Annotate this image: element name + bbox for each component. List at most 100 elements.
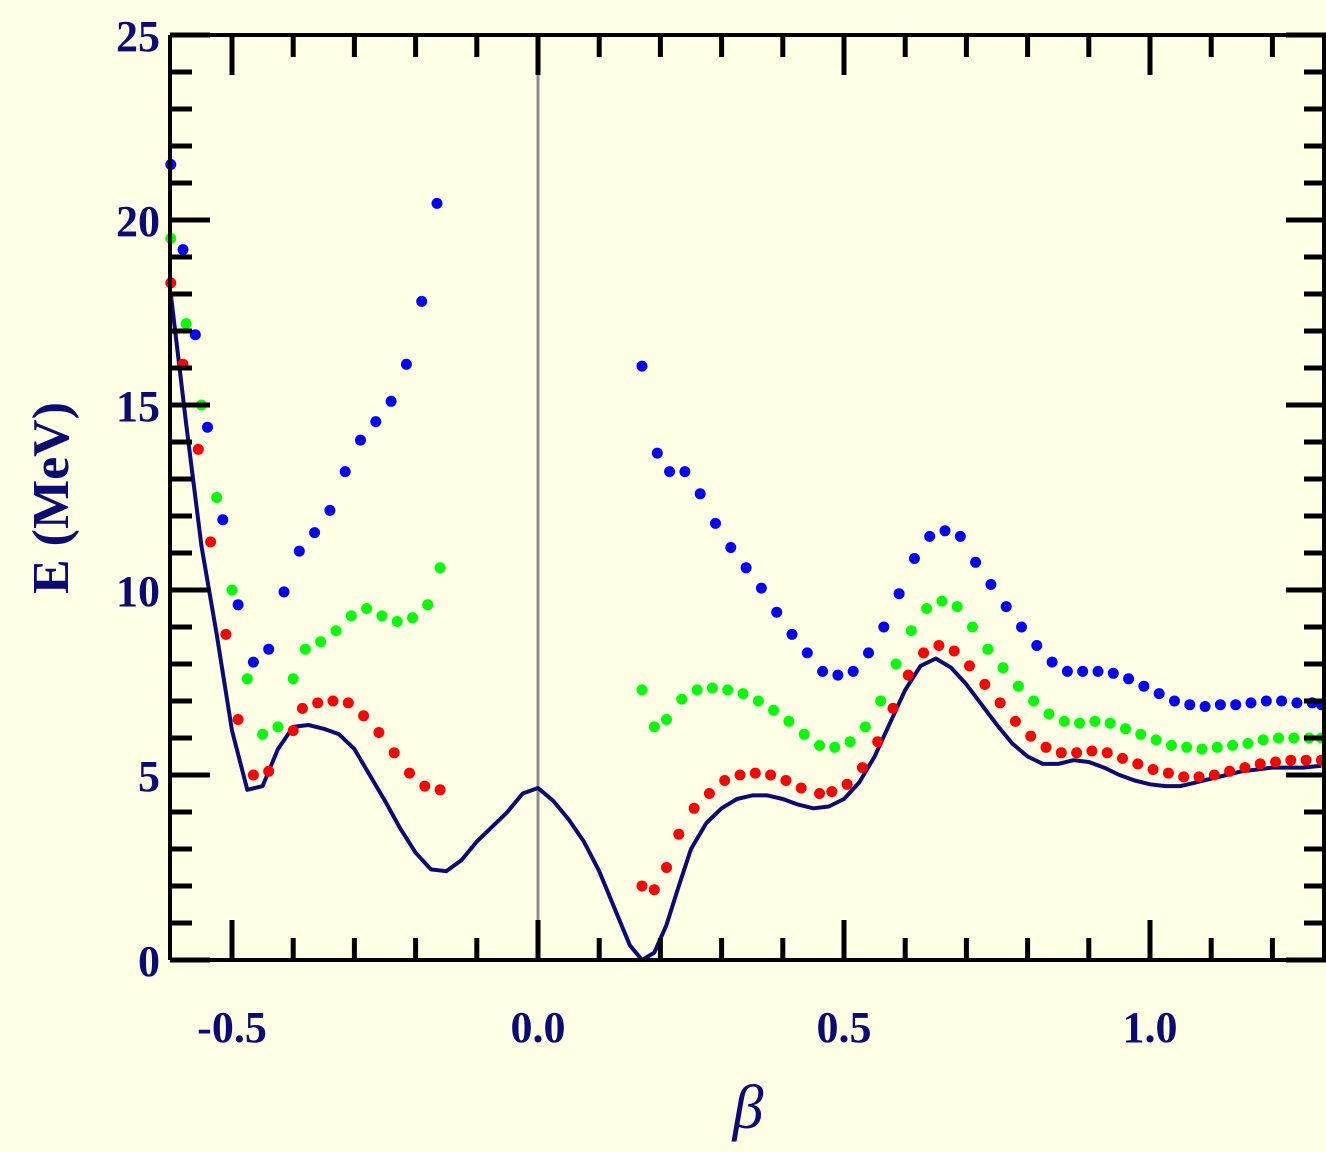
y-tick-label: 5 — [138, 752, 160, 801]
data-point — [287, 673, 299, 685]
data-point — [954, 530, 966, 542]
data-point — [1086, 745, 1098, 757]
data-point — [1132, 758, 1144, 770]
data-point — [970, 556, 982, 568]
data-point — [722, 684, 734, 696]
data-point — [278, 586, 290, 598]
data-point — [1089, 715, 1101, 727]
data-point — [740, 562, 752, 574]
data-point — [232, 714, 244, 725]
data-point — [893, 588, 905, 600]
y-tick-label: 15 — [116, 382, 160, 431]
data-point — [688, 802, 700, 814]
data-point — [299, 643, 311, 655]
data-point — [1025, 730, 1037, 742]
data-point — [293, 545, 305, 557]
data-point — [339, 466, 351, 478]
data-point — [933, 640, 945, 651]
data-point — [636, 684, 648, 696]
data-point — [247, 769, 259, 781]
data-point — [985, 579, 997, 590]
data-point — [875, 695, 887, 707]
data-point — [1117, 752, 1128, 764]
data-point — [664, 466, 676, 478]
data-point — [725, 542, 737, 553]
data-point — [1043, 708, 1055, 720]
data-point — [832, 669, 844, 681]
data-point — [921, 603, 933, 614]
data-point — [1300, 754, 1312, 766]
data-point — [241, 673, 253, 685]
data-point — [783, 715, 795, 727]
data-point — [951, 601, 963, 613]
data-point — [257, 728, 269, 740]
y-axis-title: E (MeV) — [23, 402, 80, 594]
data-point — [388, 747, 400, 759]
data-point — [752, 695, 764, 707]
data-point — [817, 665, 829, 677]
data-point — [287, 725, 299, 737]
data-point — [636, 360, 648, 372]
series-dots-1 — [165, 277, 1326, 896]
y-tick-label: 0 — [138, 937, 160, 986]
data-point — [1270, 756, 1281, 768]
data-point — [755, 582, 767, 594]
data-point — [719, 775, 731, 786]
data-point — [844, 736, 856, 748]
data-point — [431, 197, 443, 209]
data-point — [1092, 665, 1104, 677]
data-point — [309, 527, 321, 539]
data-point — [948, 645, 960, 657]
data-point — [771, 606, 783, 618]
data-point — [765, 769, 777, 781]
x-tick-label: 1.0 — [1123, 1003, 1178, 1052]
data-point — [908, 553, 920, 564]
data-point — [841, 778, 853, 790]
data-point — [814, 788, 825, 799]
data-point — [1009, 715, 1021, 727]
data-point — [180, 318, 192, 330]
data-point — [416, 295, 428, 307]
data-point — [1077, 665, 1089, 677]
data-point — [1208, 769, 1220, 781]
data-point — [345, 610, 357, 622]
data-point — [1245, 697, 1257, 709]
data-point — [263, 643, 275, 655]
data-point — [272, 721, 284, 733]
data-point — [856, 762, 868, 774]
data-point — [1288, 732, 1300, 744]
data-point — [798, 728, 810, 740]
data-point — [872, 736, 884, 748]
data-point — [997, 662, 1009, 674]
data-point — [1184, 699, 1196, 711]
series-dots-3 — [165, 159, 1326, 712]
data-point — [434, 562, 446, 574]
data-point — [211, 492, 223, 503]
data-point — [373, 727, 385, 738]
data-point — [902, 669, 914, 681]
data-point — [918, 647, 930, 659]
data-point — [890, 658, 902, 670]
data-point — [749, 767, 761, 779]
data-point — [342, 697, 354, 709]
data-point — [220, 628, 232, 640]
y-tick-label: 25 — [116, 12, 160, 61]
data-point — [1016, 621, 1027, 633]
data-point — [177, 244, 189, 256]
data-point — [648, 721, 660, 733]
data-point — [1214, 699, 1226, 711]
data-point — [1000, 601, 1012, 613]
data-point — [661, 714, 672, 725]
data-point — [358, 710, 370, 722]
data-point — [205, 536, 217, 548]
data-point — [330, 625, 342, 637]
data-point — [1071, 747, 1083, 759]
data-point — [1074, 717, 1086, 729]
y-tick-label: 10 — [116, 567, 160, 616]
data-point — [1153, 688, 1165, 700]
data-point — [327, 695, 339, 707]
data-point — [737, 688, 749, 700]
data-point — [661, 862, 672, 873]
data-point — [1260, 695, 1272, 707]
